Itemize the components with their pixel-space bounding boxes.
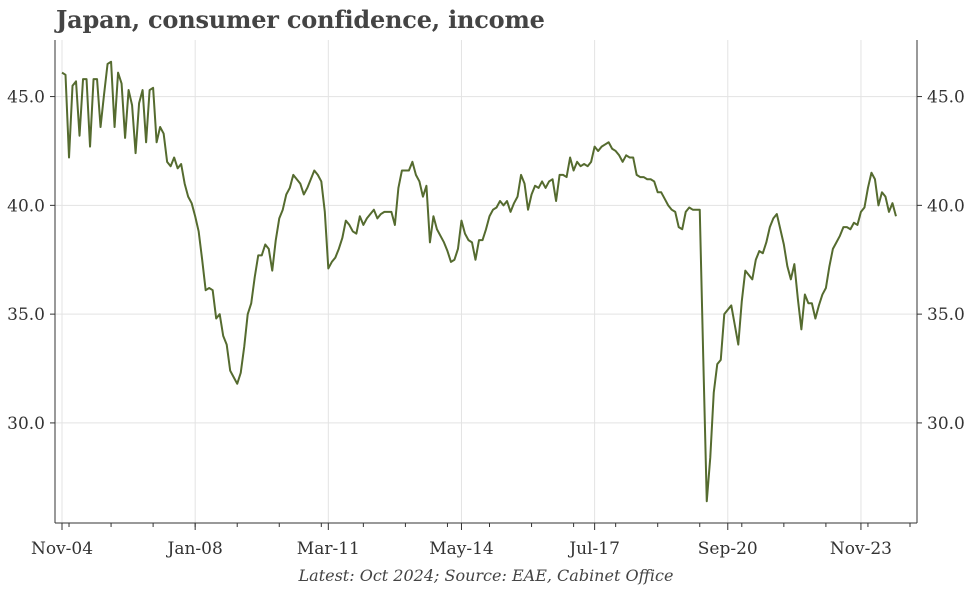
x-tick-label: Sep-20 bbox=[698, 539, 758, 559]
series-line-group bbox=[61, 60, 897, 503]
tick-labels: 30.0 30.0 35.0 35.0 40.0 40.0 45.0 45.0 Nov-04 Ja… bbox=[7, 88, 965, 559]
y-tick-label-left: 40.0 bbox=[7, 196, 45, 216]
axes bbox=[50, 40, 922, 530]
x-tick-label: Mar-11 bbox=[297, 539, 360, 559]
y-tick-label-right: 30.0 bbox=[927, 414, 965, 434]
y-tick-label-left: 45.0 bbox=[7, 88, 45, 108]
x-tick-label: May-14 bbox=[429, 539, 494, 559]
y-tick-label-right: 35.0 bbox=[927, 305, 965, 325]
x-tick-label: Jul-17 bbox=[567, 539, 620, 559]
chart-caption: Latest: Oct 2024; Source: EAE, Cabinet O… bbox=[298, 566, 674, 585]
chart-title: Japan, consumer confidence, income bbox=[56, 5, 545, 34]
series-line bbox=[61, 60, 897, 503]
gridlines bbox=[55, 40, 917, 523]
y-tick-label-right: 45.0 bbox=[927, 88, 965, 108]
x-tick-label: Nov-04 bbox=[31, 539, 93, 559]
y-tick-label-left: 30.0 bbox=[7, 414, 45, 434]
x-tick-label: Jan-08 bbox=[166, 539, 223, 559]
x-tick-label: Nov-23 bbox=[830, 539, 892, 559]
y-tick-label-right: 40.0 bbox=[927, 196, 965, 216]
y-tick-label-left: 35.0 bbox=[7, 305, 45, 325]
